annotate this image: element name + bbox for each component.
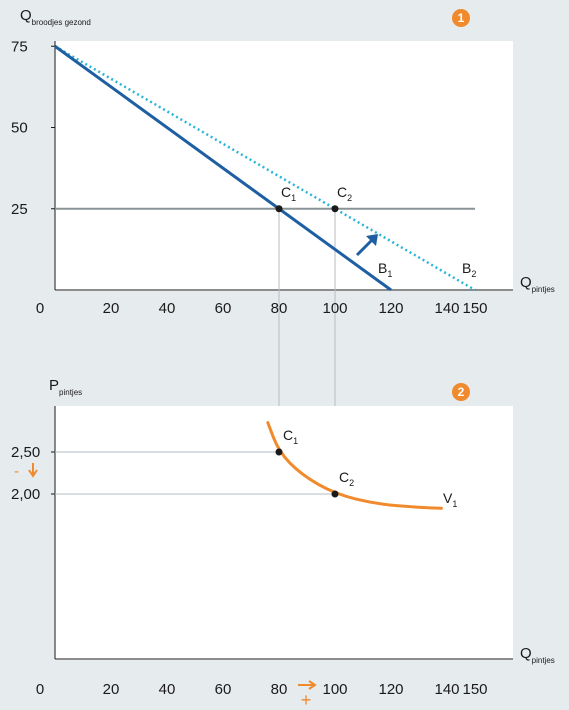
chart-2-point-c2 [332,491,339,498]
price-decrease-annotation: - [14,463,37,480]
chart-2-x-tick: 150 [462,681,487,698]
chart-1-badge: 1 [452,9,470,27]
chart-1-point-c2 [332,205,339,212]
chart-2-y-axis-label-main: P [49,377,59,394]
chart-1-x-tick: 120 [378,300,403,317]
chart-1-x-tick: 0 [36,300,44,317]
chart-1-plot-area [55,41,513,291]
chart-2-x-tick: 100 [322,681,347,698]
chart-2-point-c1 [276,449,283,456]
chart-1-x-tick: 60 [215,300,232,317]
chart-1-x-tick: 20 [103,300,120,317]
right-arrow-icon [298,681,315,689]
down-arrow-icon [29,463,37,476]
chart-2-y-tick: 2,50 [11,444,40,461]
chart-1-y-tick: 50 [11,120,28,137]
chart-2-x-tick: 60 [215,681,232,698]
chart-1-x-axis-label-sub: pintjes [532,285,555,294]
chart-1-x-axis-label-main: Q [520,274,532,291]
chart-1-x-tick: 40 [159,300,176,317]
chart-2-x-tick: 140 [434,681,459,698]
chart-2-x-tick: 20 [103,681,120,698]
chart-2-y-tick: 2,00 [11,486,40,503]
chart-1-y-axis-label-sub: broodjes gezond [32,18,91,27]
chart-1-point-c1 [276,205,283,212]
chart-2-x-axis-label: Qpintjes [520,645,555,665]
chart-1-y-tick: 25 [11,201,28,218]
chart-1-y-axis-label-main: Q [20,7,32,24]
chart-1-x-tick: 140 [434,300,459,317]
chart-2-x-axis-label-sub: pintjes [532,656,555,665]
chart-1-x-tick: 150 [462,300,487,317]
chart-2-y-axis-label: Ppintjes [49,377,82,397]
chart-2-x-axis-label-main: Q [520,645,532,662]
chart-2-x-tick: 0 [36,681,44,698]
chart-2-x-tick: 120 [378,681,403,698]
quantity-increase-sign: + [301,690,312,710]
chart-2-badge: 2 [452,383,470,401]
chart-2-badge-number: 2 [458,385,465,399]
chart-1-y-axis-label: Qbroodjes gezond [20,7,91,27]
chart-1-badge-number: 1 [458,11,465,25]
chart-1-x-tick: 80 [271,300,288,317]
price-decrease-sign: - [14,463,19,480]
chart-1-x-axis-label: Qpintjes [520,274,555,294]
quantity-increase-annotation: + [298,681,315,710]
chart-1-y-tick: 75 [11,38,28,55]
chart-1-x-tick: 100 [322,300,347,317]
chart-2-x-tick: 80 [271,681,288,698]
chart-2-y-axis-label-sub: pintjes [59,388,82,397]
chart-2-plot-area [55,406,513,660]
chart-2-x-tick: 40 [159,681,176,698]
